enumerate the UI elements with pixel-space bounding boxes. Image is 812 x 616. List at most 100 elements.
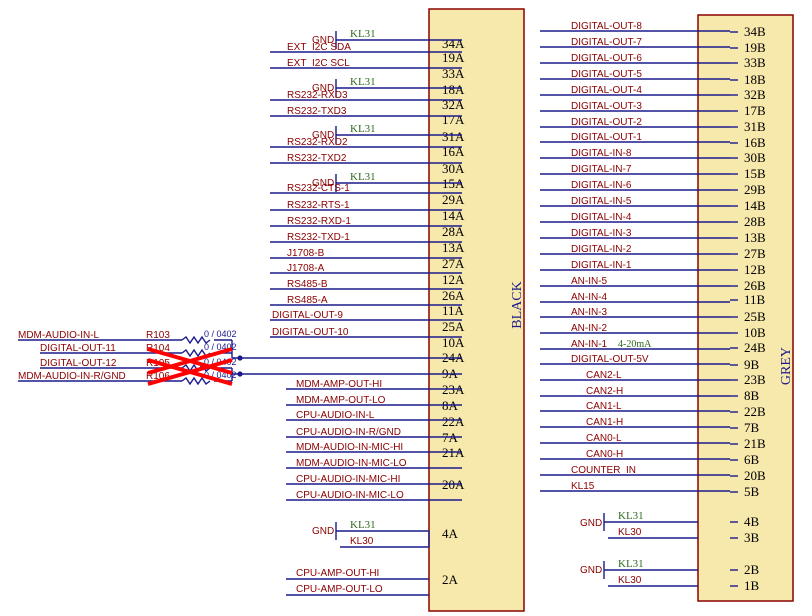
grey-net-label-19: AN-IN-2	[571, 323, 608, 334]
pin-label-13B: 13B	[744, 230, 766, 245]
cpu-amp-lo-label: CPU-AMP-OUT-LO	[296, 584, 383, 595]
gnd-net-label: GND	[580, 565, 602, 576]
pin-label-22B: 22B	[744, 404, 766, 419]
kl30-net-label: KL30	[618, 575, 642, 586]
audio-net-label-25: MDM-AMP-OUT-LO	[296, 395, 386, 406]
net-label-14: RS232-CTS-1	[287, 183, 350, 194]
net-label-23: DIGITAL-OUT-10	[272, 327, 349, 338]
pin-label-6B: 6B	[744, 452, 760, 467]
resistor-ref-1: R104	[146, 343, 170, 354]
cpu-amp-hi-label: CPU-AMP-OUT-HI	[296, 568, 379, 579]
current-loop-note: 4-20mA	[618, 339, 652, 350]
gnd-net-label: GND	[312, 83, 334, 94]
pin-label-8B: 8B	[744, 388, 760, 403]
net-label-11: RS232-TXD2	[287, 153, 347, 164]
net-label-6: RS232-RXD3	[287, 90, 348, 101]
audio-net-label-24: MDM-AMP-OUT-HI	[296, 379, 382, 390]
grey-net-label-11: DIGITAL-IN-5	[571, 196, 632, 207]
grey-net-label-12: DIGITAL-IN-4	[571, 212, 632, 223]
resistor-symbol	[181, 335, 211, 345]
black-connector-body	[428, 8, 525, 612]
pin-label-18B: 18B	[744, 72, 766, 87]
grey-connector-label: GREY	[779, 347, 794, 385]
resistor-value-0: 0 / 0402	[204, 329, 237, 339]
net-label-15: RS232-RTS-1	[287, 200, 350, 211]
grey-net-label-23: CAN2-L	[586, 370, 622, 381]
pin-label-4B: 4B	[744, 514, 760, 529]
grey-net-label-3: DIGITAL-OUT-5	[571, 69, 642, 80]
pin-label-17A: 17A	[442, 112, 465, 127]
grey-net-label-1: DIGITAL-OUT-7	[571, 37, 642, 48]
grey-net-label-16: AN-IN-5	[571, 276, 608, 287]
junction-dot	[237, 355, 243, 361]
pin-label-32B: 32B	[744, 87, 766, 102]
gnd-net-label: GND	[312, 526, 334, 537]
net-label-20: RS485-B	[287, 279, 328, 290]
grey-net-label-24: CAN2-H	[586, 386, 623, 397]
pin-label-11A: 11A	[442, 303, 465, 318]
red-cross-r105	[147, 358, 233, 386]
pin-label-7B: 7B	[744, 420, 760, 435]
resistor-net-3: MDM-AUDIO-IN-R/GND	[18, 371, 126, 382]
grey-net-label-25: CAN1-L	[586, 401, 622, 412]
resistor-net-2: DIGITAL-OUT-12	[40, 358, 117, 369]
pin-label-30B: 30B	[744, 150, 766, 165]
grey-net-label-9: DIGITAL-IN-7	[571, 164, 632, 175]
pin-label-28B: 28B	[744, 214, 766, 229]
grey-net-label-30: KL15	[571, 481, 595, 492]
pin-label-17B: 17B	[744, 103, 766, 118]
net-label-7: RS232-TXD3	[287, 106, 347, 117]
pin-label-31A: 31A	[442, 129, 465, 144]
grey-net-label-6: DIGITAL-OUT-2	[571, 117, 642, 128]
pin-label-33B: 33B	[744, 55, 766, 70]
junction-dot	[237, 371, 243, 377]
grey-net-label-22: DIGITAL-OUT-5V	[571, 354, 649, 365]
pin-label-27A: 27A	[442, 256, 465, 271]
grey-net-label-27: CAN0-L	[586, 433, 622, 444]
pin-label-22A: 22A	[442, 414, 465, 429]
pin-label-10B: 10B	[744, 325, 766, 340]
grey-net-label-0: DIGITAL-OUT-8	[571, 21, 642, 32]
net-label-16: RS232-RXD-1	[287, 216, 351, 227]
pin-label-23B: 23B	[744, 372, 766, 387]
kl30-net-label: KL30	[350, 536, 374, 547]
pin-label-11B: 11B	[744, 292, 766, 307]
grey-net-label-8: DIGITAL-IN-8	[571, 148, 632, 159]
net-label-18: J1708-B	[287, 248, 325, 259]
pin-label-14A: 14A	[442, 208, 465, 223]
kl31-net-label: KL31	[350, 519, 376, 531]
audio-net-label-30: CPU-AUDIO-IN-MIC-HI	[296, 474, 400, 485]
kl31-net-label: KL31	[350, 123, 376, 135]
gnd-net-label: GND	[312, 130, 334, 141]
grey-net-label-18: AN-IN-3	[571, 307, 608, 318]
pin-label-3B: 3B	[744, 530, 760, 545]
pin-label-26A: 26A	[442, 288, 465, 303]
kl31-net-label: KL31	[618, 558, 644, 570]
pin-label-20B: 20B	[744, 468, 766, 483]
net-label-22: DIGITAL-OUT-9	[272, 310, 343, 321]
pin-label-34B: 34B	[744, 24, 766, 39]
net-label-3: EXT_I2C SCL	[287, 58, 350, 69]
kl31-net-label: KL31	[350, 171, 376, 183]
black-connector-label: BLACK	[510, 281, 525, 328]
resistor-net-1: DIGITAL-OUT-11	[40, 343, 116, 354]
grey-connector-body	[697, 14, 794, 602]
grey-connector-wiring: 34B19B33B18B32B17B31B16B30B15B29B14B28B1…	[540, 21, 766, 593]
grey-net-label-5: DIGITAL-OUT-3	[571, 101, 642, 112]
pin-label-25A: 25A	[442, 319, 465, 334]
audio-net-label-26: CPU-AUDIO-IN-L	[296, 410, 375, 421]
pin-label-30A: 30A	[442, 161, 465, 176]
grey-net-label-7: DIGITAL-OUT-1	[571, 132, 642, 143]
pin-label-15B: 15B	[744, 166, 766, 181]
gnd-net-label: GND	[312, 35, 334, 46]
resistor-value-3: 0 / 0402	[204, 370, 237, 380]
kl31-net-label: KL31	[350, 76, 376, 88]
pin-label-5B: 5B	[744, 484, 760, 499]
pin-label-32A: 32A	[442, 97, 465, 112]
pin-label-2A: 2A	[442, 572, 459, 587]
resistor-symbol	[181, 363, 211, 373]
kl31-net-label: KL31	[618, 510, 644, 522]
net-label-2: EXT_I2C SDA	[287, 42, 351, 53]
audio-net-label-28: MDM-AUDIO-IN-MIC-HI	[296, 442, 403, 453]
